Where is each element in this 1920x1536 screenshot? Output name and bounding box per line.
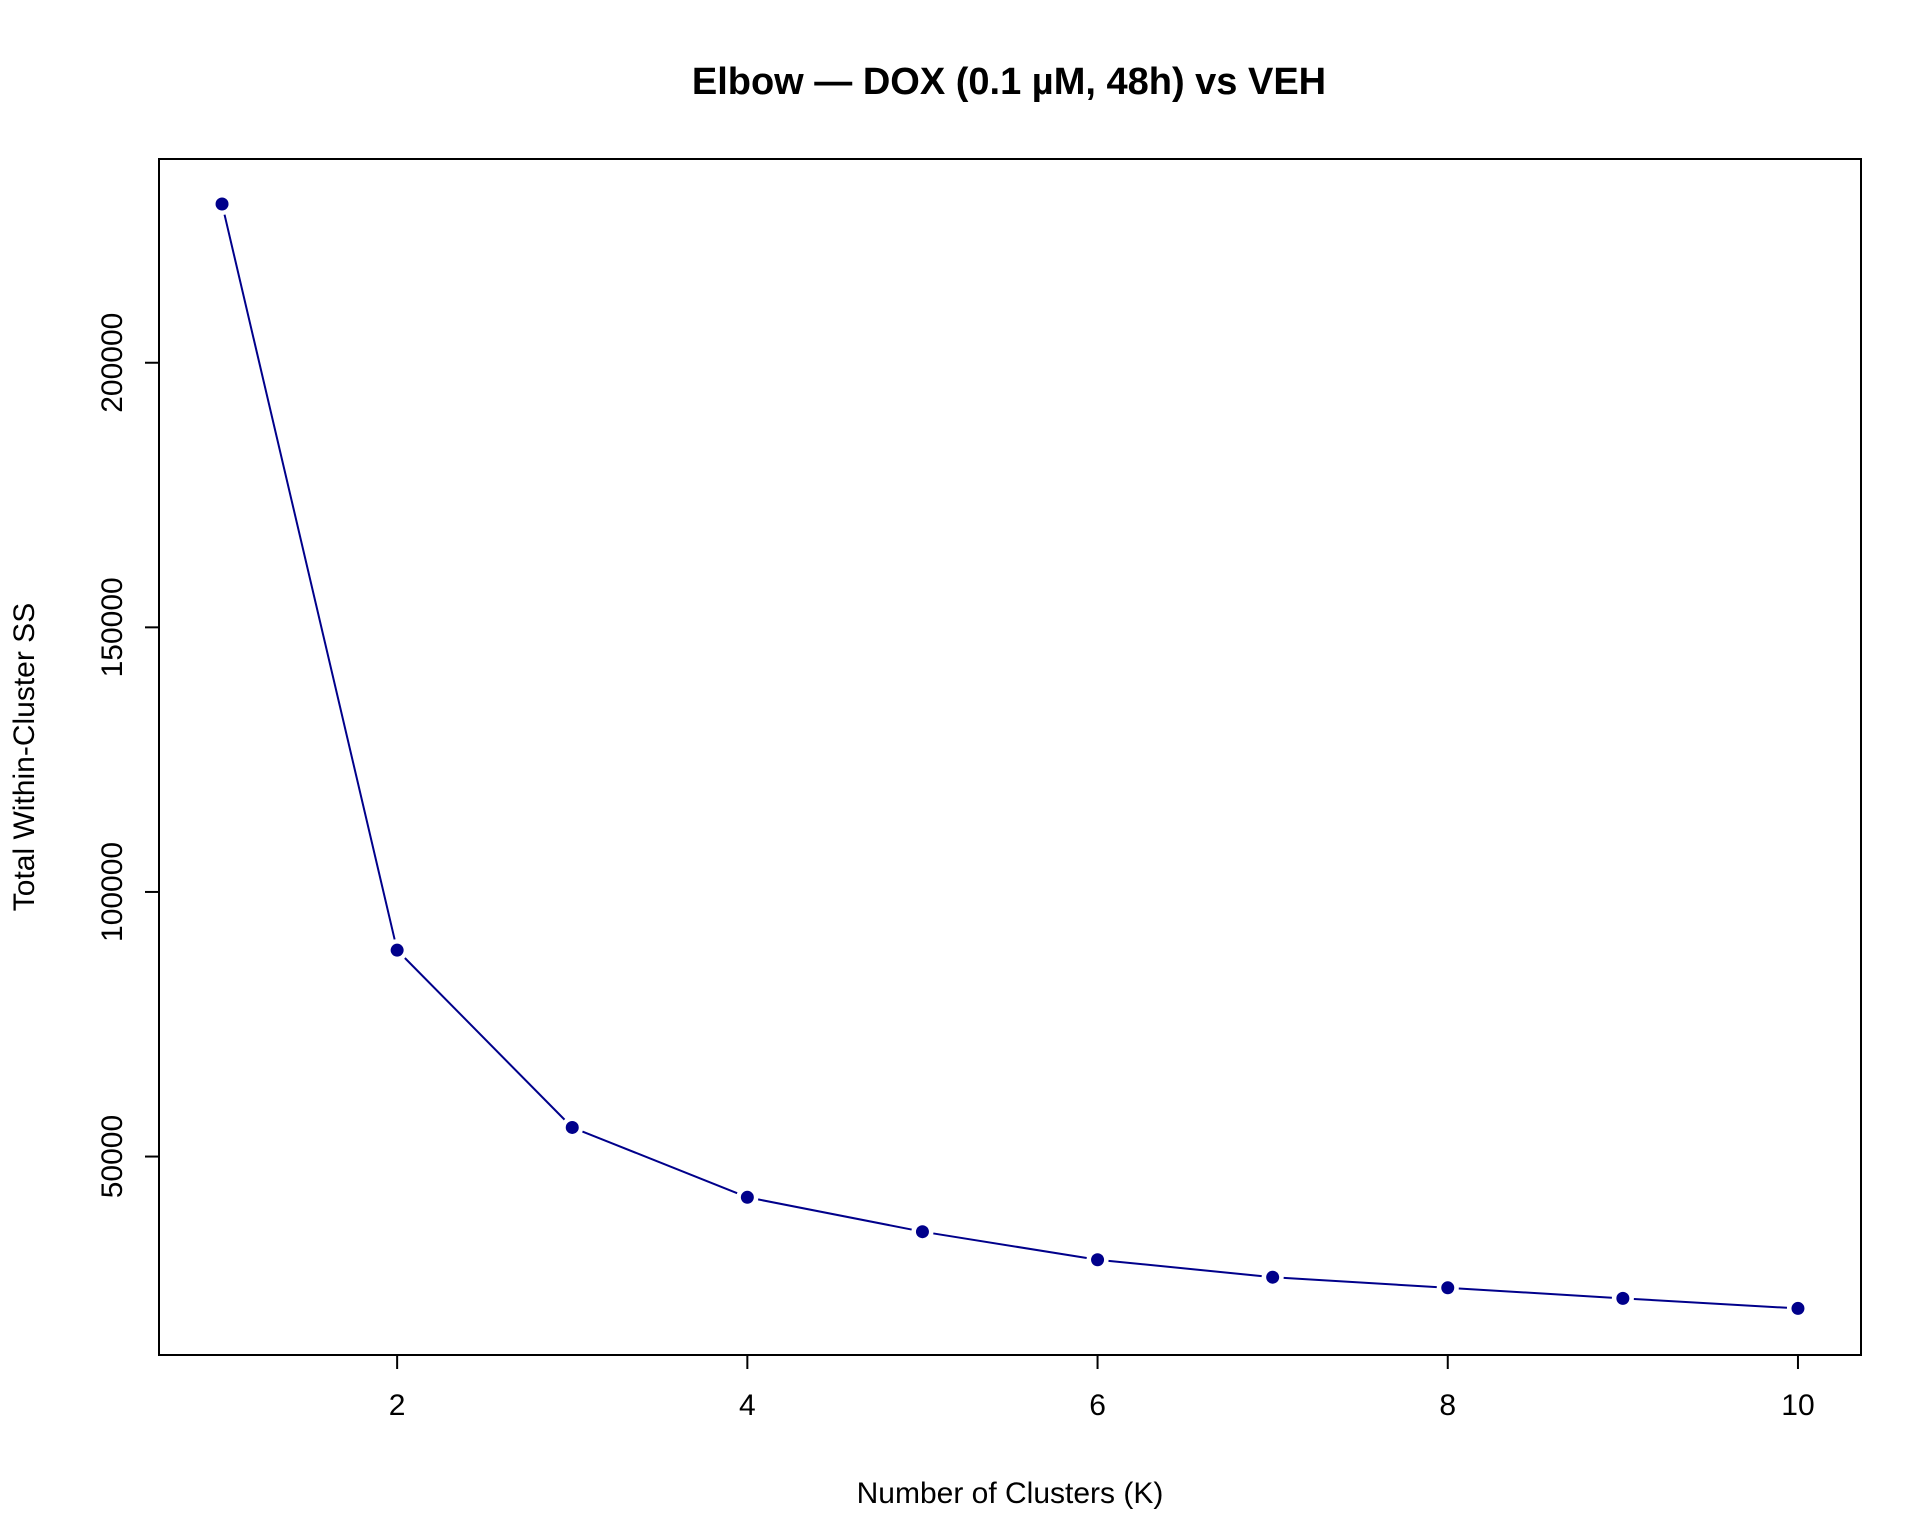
plot-frame [158, 158, 1862, 1356]
series-segment [1633, 1298, 1788, 1309]
data-point [390, 943, 404, 957]
series-segment [1458, 1287, 1612, 1299]
x-axis: 2 4 6 8 10 [389, 1354, 1815, 1422]
series-line [223, 214, 1788, 1309]
series-segment [757, 1198, 912, 1231]
x-tick-label: 6 [1089, 1389, 1106, 1422]
y-tick-label: 100000 [96, 842, 129, 942]
x-tick-label: 4 [739, 1389, 756, 1422]
x-tick-label: 2 [389, 1389, 406, 1422]
series-segment [1108, 1259, 1262, 1278]
data-point [565, 1120, 579, 1134]
series-segment [223, 214, 396, 940]
data-point [1791, 1301, 1805, 1315]
y-tick-label: 50000 [96, 1115, 129, 1198]
series-segment [582, 1130, 738, 1195]
data-point [1441, 1281, 1455, 1295]
y-axis: 50000 100000 150000 200000 [96, 313, 160, 1198]
y-axis-label: Total Within-Cluster SS [8, 603, 41, 911]
y-tick-label: 150000 [96, 577, 129, 677]
data-point [1091, 1253, 1105, 1267]
series-segment [1283, 1276, 1437, 1289]
data-point [915, 1225, 929, 1239]
y-tick-label: 200000 [96, 313, 129, 413]
data-point [1266, 1270, 1280, 1284]
series-segment [933, 1232, 1087, 1259]
x-tick-label: 8 [1439, 1389, 1456, 1422]
chart-title: Elbow — DOX (0.1 µM, 48h) vs VEH [692, 61, 1326, 103]
data-point [1616, 1291, 1630, 1305]
series-points [215, 197, 1805, 1315]
data-point [215, 197, 229, 211]
x-axis-label: Number of Clusters (K) [857, 1477, 1164, 1510]
data-point [740, 1190, 754, 1204]
series-segment [404, 957, 566, 1121]
x-tick-label: 10 [1781, 1389, 1814, 1422]
